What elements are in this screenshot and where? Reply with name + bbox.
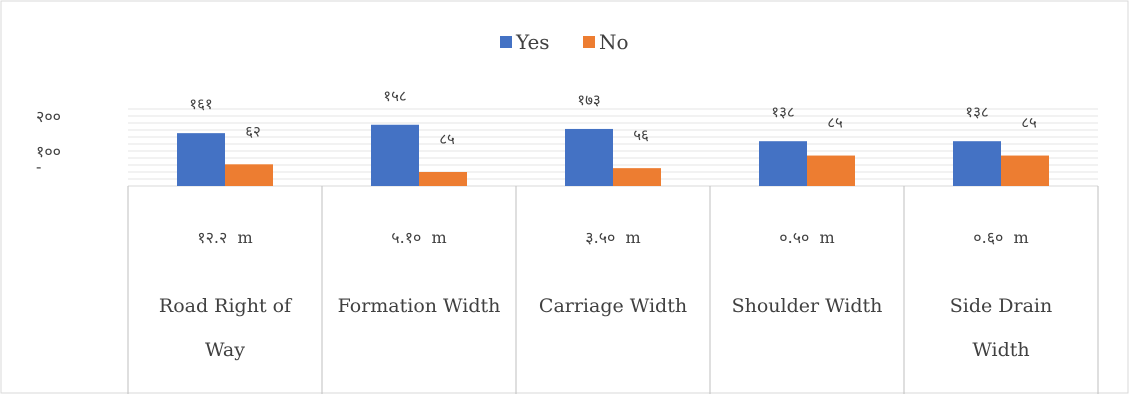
bar-no: [419, 172, 467, 186]
bar-yes: [371, 124, 419, 186]
category-value: ०.५० m: [779, 228, 834, 247]
data-label-no: ८५: [439, 130, 455, 148]
bar-yes: [177, 133, 225, 186]
bar-no: [613, 168, 661, 186]
category-label-line: Shoulder Width: [732, 295, 883, 317]
category-label: Shoulder Width: [732, 295, 883, 317]
data-label-no: ८५: [827, 114, 843, 132]
bar-no: [807, 155, 855, 186]
category-label-line: Way: [205, 339, 245, 361]
category-label-line: Side Drain: [950, 295, 1053, 317]
legend-label-yes: Yes: [515, 30, 550, 54]
data-label-yes: १६१: [189, 95, 212, 113]
category-value: ०.६० m: [973, 228, 1028, 247]
legend: Yes No: [500, 30, 629, 54]
y-tick-label: २००: [36, 107, 61, 126]
y-axis-ticks: -१०० २००: [36, 107, 61, 176]
bar-yes: [565, 128, 613, 186]
bar-no: [1001, 155, 1049, 186]
legend-swatch-yes: [500, 36, 512, 48]
category-label-line: Carriage Width: [539, 295, 687, 317]
legend-label-no: No: [599, 30, 629, 54]
category-label: Side Drain Width: [950, 295, 1053, 361]
data-label-no: ८५: [1021, 114, 1037, 132]
category-table: १२.२ m Road Right of Way ५.१० m Formation Wi…: [127, 186, 1099, 394]
data-label-no: ६२: [245, 122, 261, 140]
category-value: ३.५० m: [585, 228, 640, 247]
category-label-line: Formation Width: [338, 295, 501, 317]
y-tick-label: १००: [36, 142, 61, 161]
category-label: Formation Width: [338, 295, 501, 317]
bar-yes: [759, 141, 807, 186]
category-label-line: Road Right of: [159, 295, 293, 317]
category-value: ५.१० m: [391, 228, 446, 247]
data-label-yes: १५८: [383, 87, 406, 105]
data-label-yes: १३८: [771, 103, 794, 121]
data-label-yes: १३८: [965, 103, 988, 121]
y-tick-label: -: [36, 157, 41, 176]
legend-swatch-no: [583, 36, 595, 48]
bars: [177, 124, 1049, 186]
category-label: Road Right of Way: [159, 295, 293, 361]
category-label-line: Width: [972, 339, 1029, 361]
data-label-no: ५६: [633, 126, 649, 144]
data-labels: १६१ १५८ १७३ १३८ १३८ ६२ ८५ ५६ ८५ ८५: [189, 87, 1037, 148]
bar-no: [225, 164, 273, 186]
category-label: Carriage Width: [539, 295, 687, 317]
data-label-yes: १७३: [577, 91, 600, 109]
category-value: १२.२ m: [197, 228, 252, 247]
bar-yes: [953, 141, 1001, 186]
